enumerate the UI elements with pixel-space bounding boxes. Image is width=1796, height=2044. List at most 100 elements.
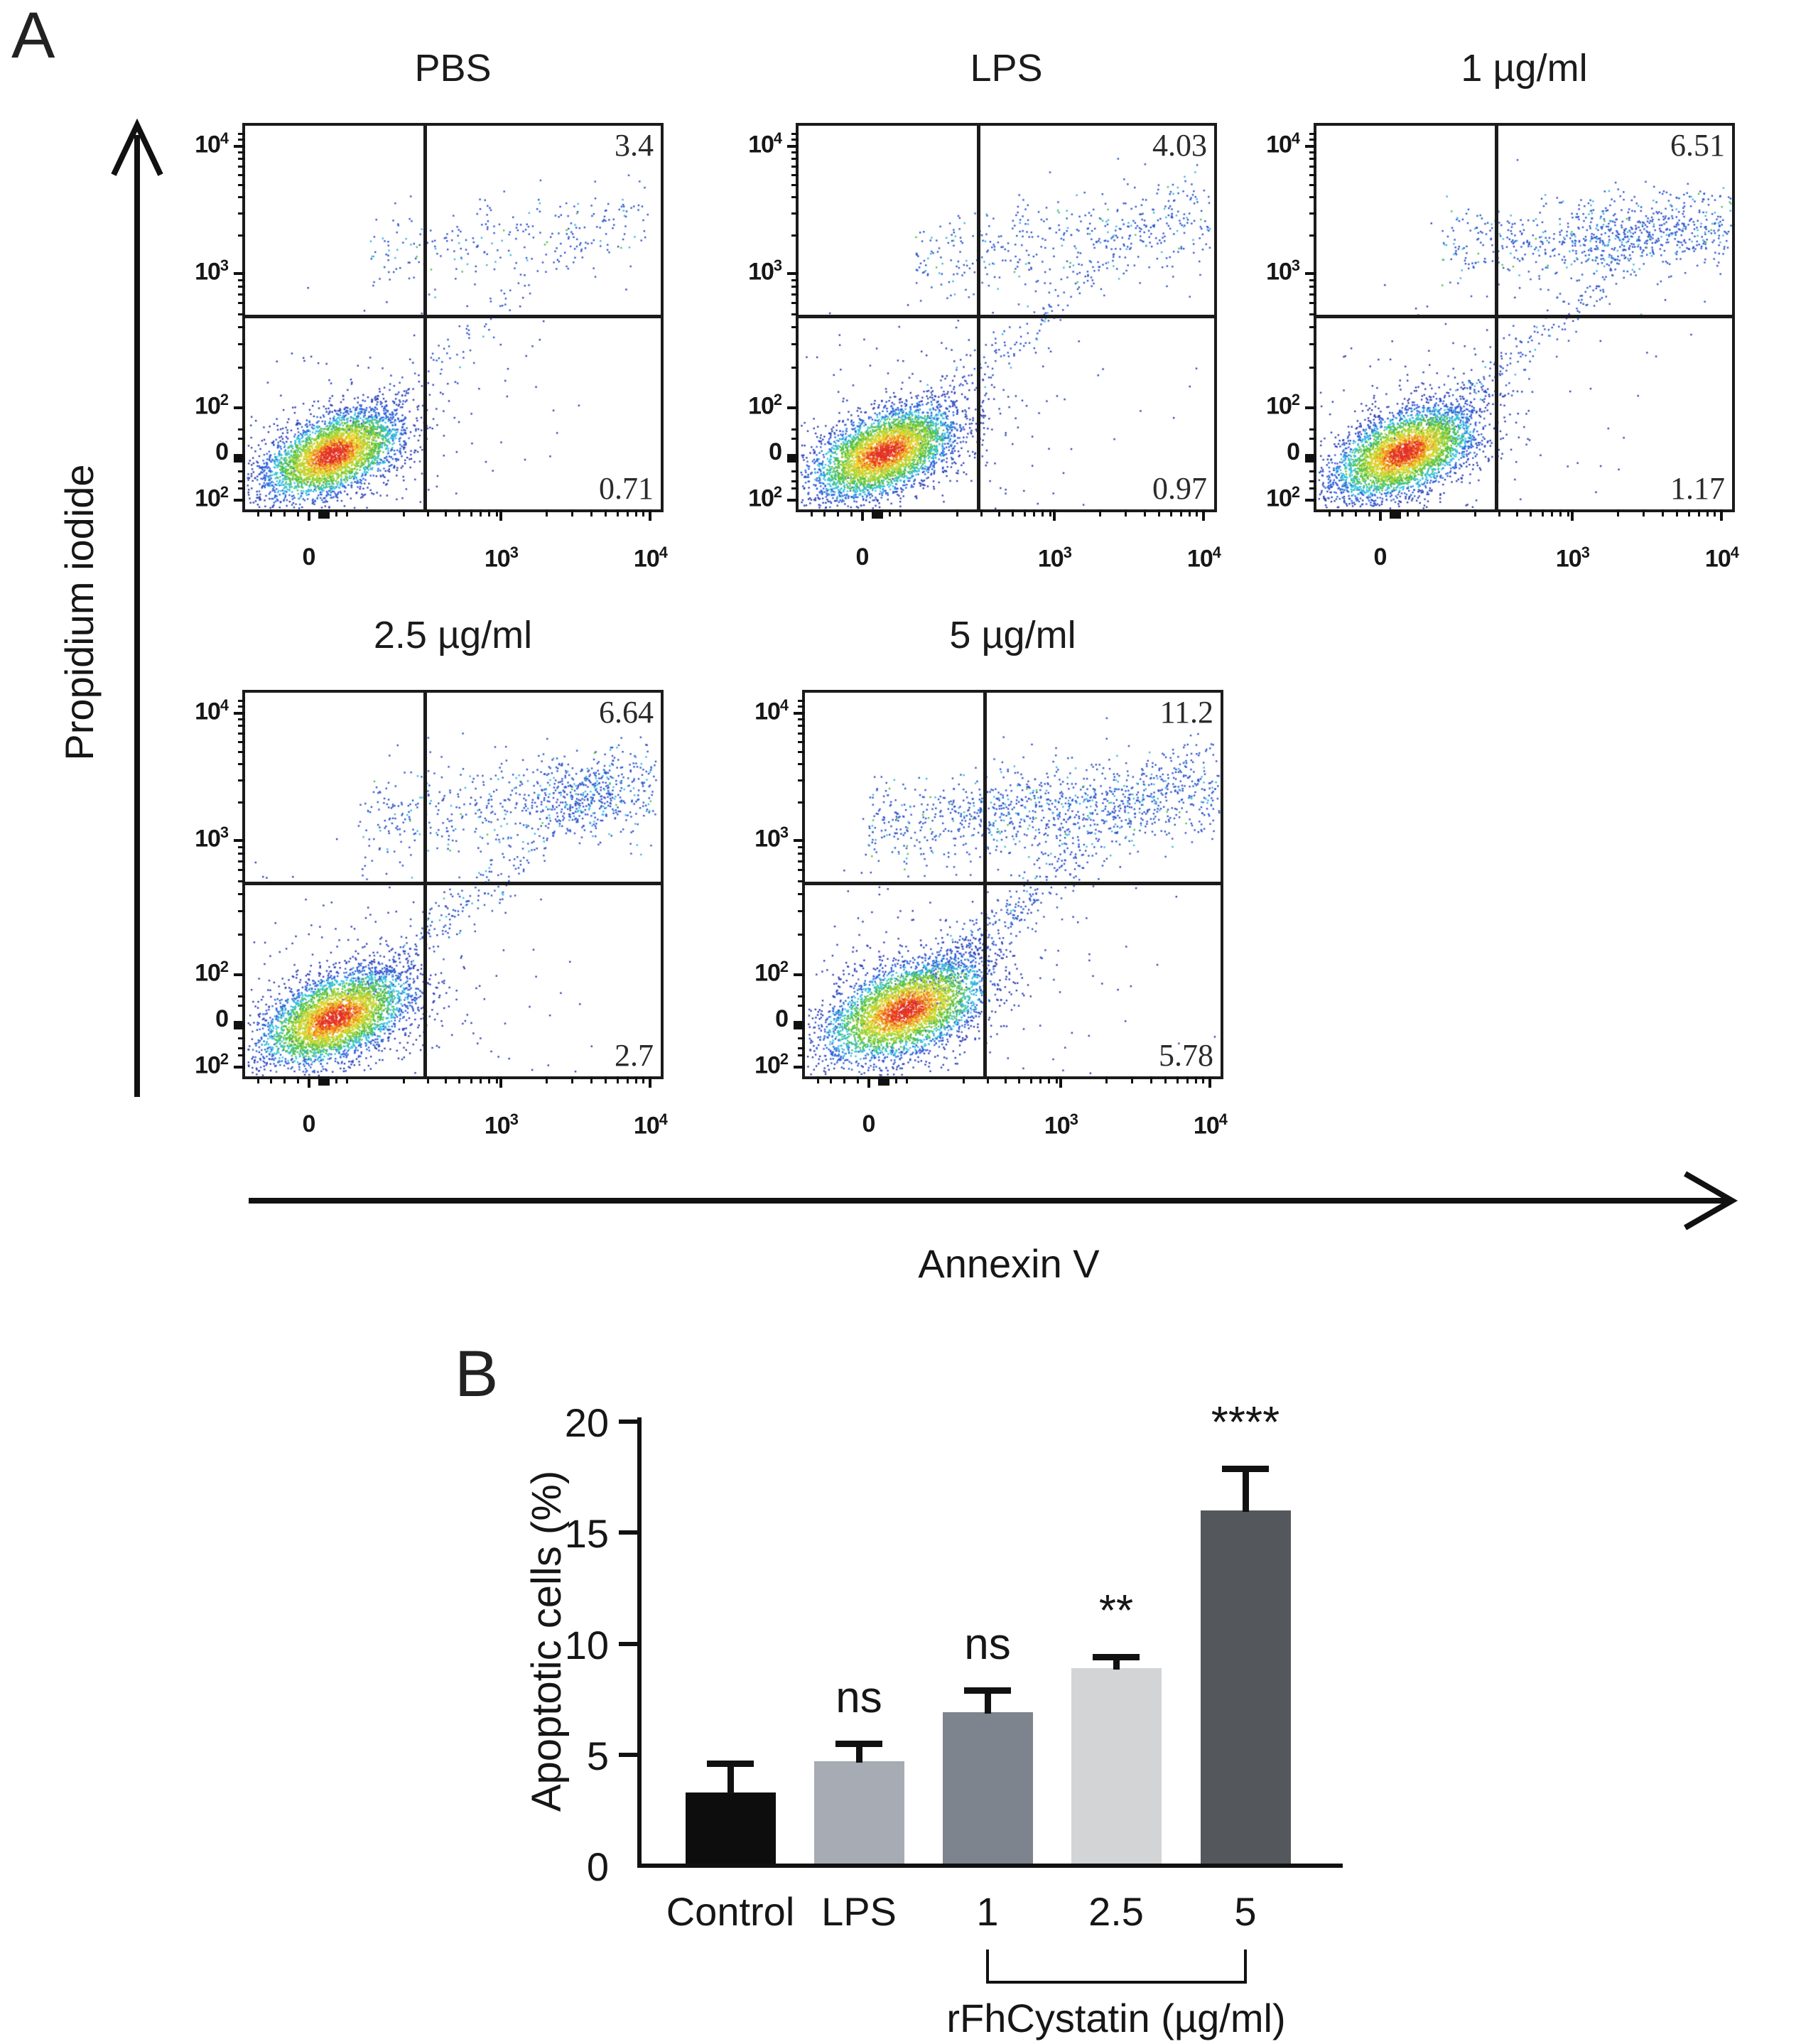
y-axis-minor-tick bbox=[238, 438, 245, 440]
y-axis-minor-tick bbox=[791, 151, 799, 153]
x-axis-minor-tick bbox=[1498, 509, 1501, 517]
quadrant-value-lower-right: 0.97 bbox=[1152, 471, 1207, 506]
x-axis-minor-tick bbox=[836, 509, 839, 517]
x-axis-minor-tick bbox=[571, 509, 574, 517]
y-axis-minor-tick bbox=[238, 718, 245, 720]
x-axis-minor-tick bbox=[270, 509, 273, 517]
y-axis-minor-tick bbox=[238, 1054, 245, 1057]
x-axis-minor-tick bbox=[427, 1076, 430, 1083]
group-bracket-end bbox=[986, 1950, 989, 1984]
x-axis-zero-blob-tick bbox=[872, 509, 884, 519]
significance-stars: ** bbox=[1098, 1586, 1134, 1636]
x-axis-minor-tick bbox=[283, 1076, 286, 1083]
x-axis-minor-tick bbox=[634, 509, 637, 517]
x-axis-minor-tick bbox=[1169, 509, 1172, 517]
quadrant-value-upper-right: 4.03 bbox=[1152, 128, 1207, 163]
y-axis-minor-tick bbox=[798, 1037, 805, 1039]
x-axis-minor-tick bbox=[1012, 509, 1015, 517]
y-axis-tick-label: 104 bbox=[1266, 129, 1300, 158]
bar-y-axis-label: Apoptotic cells (%) bbox=[524, 1470, 570, 1812]
flow-plot-pbs: PBS 3.4 0.71 104 103 102 0 102 0 103 104 bbox=[195, 47, 668, 572]
x-axis-tick-label: 103 bbox=[1037, 544, 1072, 573]
y-axis-minor-tick bbox=[1309, 234, 1316, 237]
x-axis-minor-tick bbox=[283, 509, 286, 517]
y-axis-minor-tick bbox=[791, 342, 799, 345]
y-axis-major-tick bbox=[1305, 271, 1316, 275]
y-axis-major-tick bbox=[794, 711, 805, 715]
significance-ns: ns bbox=[964, 1620, 1011, 1670]
y-axis-minor-tick bbox=[1309, 487, 1316, 490]
error-bar-stem bbox=[1113, 1657, 1120, 1670]
x-axis-minor-tick bbox=[1643, 509, 1645, 517]
x-axis-minor-tick bbox=[1188, 509, 1191, 517]
error-bar-stem bbox=[855, 1743, 862, 1763]
y-axis-minor-tick bbox=[798, 699, 805, 702]
y-axis-minor-tick bbox=[238, 313, 245, 315]
y-axis-minor-tick bbox=[1309, 151, 1316, 153]
x-axis-minor-tick bbox=[1029, 1076, 1032, 1083]
x-axis-minor-tick bbox=[1515, 509, 1518, 517]
x-axis-minor-tick bbox=[444, 509, 447, 517]
y-axis-major-tick bbox=[234, 144, 245, 148]
x-axis-minor-tick bbox=[1714, 509, 1716, 517]
x-axis-minor-tick bbox=[899, 509, 902, 517]
x-axis-minor-tick bbox=[894, 1076, 897, 1083]
bar-category-label: 1 bbox=[976, 1889, 999, 1934]
x-axis-minor-tick bbox=[962, 1076, 965, 1083]
x-axis-tick-label: 0 bbox=[302, 544, 316, 571]
y-axis-minor-tick bbox=[798, 995, 805, 997]
x-axis-minor-tick bbox=[1186, 1076, 1189, 1083]
x-axis-minor-tick bbox=[1368, 509, 1370, 517]
x-axis-minor-tick bbox=[1676, 509, 1679, 517]
y-axis-tick-label: 102 bbox=[754, 1049, 789, 1078]
error-bar-stem bbox=[984, 1690, 991, 1714]
x-axis-minor-tick bbox=[495, 1076, 498, 1083]
y-axis-minor-tick bbox=[791, 302, 799, 305]
y-axis-minor-tick bbox=[1309, 428, 1316, 431]
y-axis-minor-tick bbox=[791, 157, 799, 160]
y-axis-minor-tick bbox=[791, 487, 799, 490]
y-axis-minor-tick bbox=[798, 909, 805, 912]
y-axis-tick-label: 102 bbox=[754, 957, 789, 987]
bar-y-tick-label: 5 bbox=[586, 1733, 609, 1778]
y-axis-minor-tick bbox=[798, 860, 805, 863]
x-axis-minor-tick bbox=[830, 1076, 833, 1083]
error-bar-stem bbox=[1242, 1468, 1249, 1512]
bar-category-label: 2.5 bbox=[1088, 1889, 1144, 1934]
flow-cytometry-panel: PBS 3.4 0.71 104 103 102 0 102 0 103 104 LPS 4.03 0.9… bbox=[195, 47, 1739, 1139]
x-axis-minor-tick bbox=[470, 509, 472, 517]
y-axis-minor-tick bbox=[238, 325, 245, 328]
y-axis-tick-label: 103 bbox=[754, 823, 789, 853]
y-axis-minor-tick bbox=[791, 293, 799, 296]
x-axis-zero-blob-tick bbox=[878, 1076, 890, 1086]
y-axis-tick-label: 104 bbox=[754, 696, 789, 725]
y-axis-tick-label: 103 bbox=[195, 823, 229, 853]
quadrant-value-lower-right: 1.17 bbox=[1670, 471, 1725, 506]
group-bracket-end bbox=[1244, 1950, 1247, 1984]
x-axis-minor-tick bbox=[1687, 509, 1690, 517]
x-axis-minor-tick bbox=[1341, 509, 1344, 517]
x-axis-minor-tick bbox=[605, 1076, 607, 1083]
y-axis-major-tick bbox=[1305, 406, 1316, 409]
x-axis-minor-tick bbox=[480, 509, 482, 517]
x-axis-minor-tick bbox=[1706, 509, 1709, 517]
y-axis-major-tick bbox=[234, 454, 245, 463]
y-axis-minor-tick bbox=[238, 732, 245, 735]
y-axis-major-tick bbox=[1305, 454, 1316, 463]
x-axis-minor-tick bbox=[590, 1076, 593, 1083]
y-axis-tick-label: 102 bbox=[195, 390, 229, 420]
y-axis-major-tick bbox=[787, 406, 799, 409]
x-axis-minor-tick bbox=[1033, 509, 1036, 517]
x-axis-major-tick bbox=[499, 509, 503, 521]
x-axis-minor-tick bbox=[642, 509, 645, 517]
y-axis-tick-label: 102 bbox=[1266, 390, 1300, 420]
x-axis-minor-tick bbox=[1042, 509, 1044, 517]
x-axis-major-tick bbox=[1202, 509, 1206, 521]
y-axis-major-tick bbox=[234, 271, 245, 275]
x-axis-major-tick bbox=[1053, 509, 1056, 521]
x-axis-minor-tick bbox=[956, 509, 958, 517]
y-axis-minor-tick bbox=[238, 779, 245, 782]
bar-5 bbox=[1200, 1510, 1291, 1864]
bar-y-tick-label: 0 bbox=[586, 1844, 609, 1889]
